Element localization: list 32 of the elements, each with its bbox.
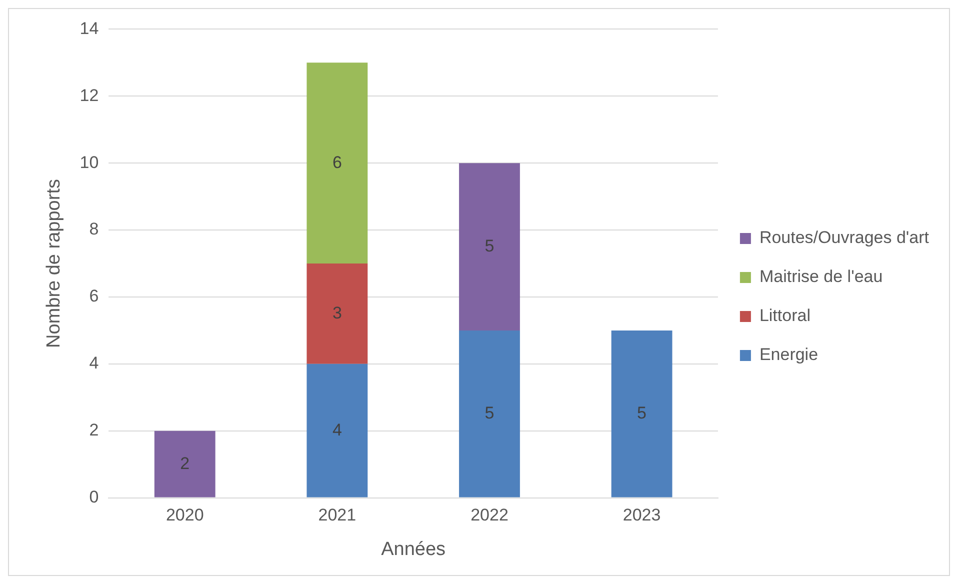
legend-label: Maitrise de l'eau [759, 267, 883, 286]
y-tick-label: 6 [89, 286, 99, 306]
x-tick-label: 2021 [318, 506, 356, 525]
bar [611, 330, 672, 498]
y-axis-title: Nombre de rapports [44, 179, 65, 348]
data-label: 3 [332, 303, 342, 322]
y-tick-label: 8 [89, 220, 99, 239]
bar [306, 62, 368, 264]
legend-label: Energie [759, 345, 818, 364]
x-axis-title: Années [381, 538, 446, 560]
y-tick-label: 4 [89, 354, 99, 373]
x-tick-label: 2023 [622, 506, 661, 525]
y-tick-label: 10 [80, 152, 99, 172]
bar [459, 330, 520, 498]
y-tick-label: 0 [89, 487, 99, 506]
y-tick-label: 14 [80, 18, 99, 38]
x-tick-label: 2020 [166, 506, 204, 525]
legend-label: Littoral [759, 306, 810, 326]
legend-label: Routes/Ouvrages d'art [759, 228, 930, 248]
data-label: 5 [484, 236, 494, 256]
y-tick-label: 2 [89, 420, 99, 440]
data-label: 6 [332, 152, 342, 172]
bar [306, 364, 368, 498]
data-label: 5 [484, 404, 494, 423]
y-tick-label: 12 [80, 86, 99, 105]
bar [154, 430, 216, 498]
data-label: 2 [180, 454, 190, 473]
data-label: 4 [332, 420, 342, 440]
data-label: 5 [637, 404, 647, 423]
bar [459, 163, 520, 330]
x-tick-label: 2022 [470, 506, 508, 525]
bar [306, 264, 368, 364]
